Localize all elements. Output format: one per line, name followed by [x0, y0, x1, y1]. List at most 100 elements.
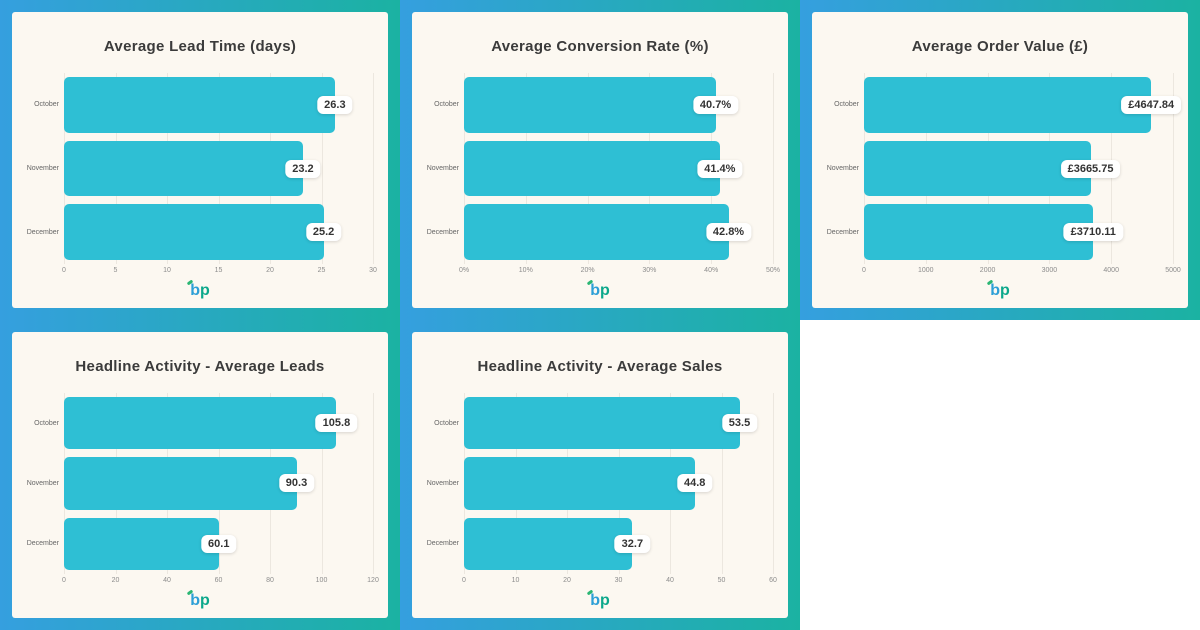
axis-tick-label: 2000: [979, 267, 996, 274]
value-label: 60.1: [201, 534, 237, 553]
bar-row: 32.7: [464, 514, 773, 574]
bar-row: 40.7%: [464, 73, 773, 137]
bar: [64, 457, 297, 510]
bar-row: 26.3: [64, 73, 373, 137]
logo-letter-b: b: [590, 282, 600, 299]
axis-tick-label: 25: [317, 267, 326, 274]
bar-row: 105.8: [64, 393, 373, 453]
value-axis: 0 20 40 60 80 100 120: [62, 577, 379, 590]
value-label: 53.5: [721, 414, 758, 433]
gridline: [321, 393, 323, 574]
axis-tick-label: 10: [511, 577, 520, 584]
chart-tile-lead-time: Average Lead Time (days) October November D…: [0, 0, 400, 320]
axis-tick-label: 40%: [704, 267, 719, 274]
brand-logo-mark: bp: [186, 279, 210, 299]
value-axis: 0 10 20 30 40 50 60: [462, 577, 777, 590]
brand-logo-mark: bp: [586, 589, 610, 609]
brand-logo-mark: bp: [586, 279, 610, 299]
chart-card: Average Conversion Rate (%) October Novemb…: [412, 12, 788, 308]
axis-tick-label: 50: [717, 577, 726, 584]
brand-logo: bp: [12, 589, 388, 609]
category-axis: October November December: [420, 393, 464, 574]
brand-logo: bp: [12, 279, 388, 299]
gridline: [721, 393, 723, 574]
category-axis: October November December: [20, 393, 64, 574]
axis-tick-label: 50%: [765, 267, 781, 274]
category-label: October: [34, 101, 59, 109]
brand-logo-mark: bp: [986, 279, 1010, 299]
axis-tick-label: 120: [367, 577, 379, 584]
value-label: 105.8: [315, 414, 358, 433]
chart-card: Headline Activity - Average Leads October…: [12, 332, 388, 618]
axis-tick-label: 10: [163, 267, 171, 274]
axis-tick-label: 3000: [1041, 267, 1058, 274]
value-label: 25.2: [305, 223, 342, 242]
gridline: [373, 73, 374, 264]
value-label: 42.8%: [705, 223, 752, 242]
axis-tick-label: 4000: [1103, 267, 1119, 274]
brand-logo: bp: [812, 279, 1188, 299]
axis-tick-label: 0: [862, 267, 866, 274]
bar: [64, 517, 219, 570]
category-label: November: [426, 165, 459, 172]
category-axis: October November December: [20, 73, 64, 264]
axis-tick-label: 40: [666, 577, 674, 584]
bar: [864, 140, 1091, 197]
axis-tick-label: 5000: [1165, 267, 1181, 274]
axis-tick-label: 60: [214, 577, 223, 584]
axis-tick-label: 30: [614, 577, 623, 584]
value-axis: 0 5 10 15 20 25 30: [62, 267, 377, 280]
bar: [864, 204, 1094, 261]
logo-letter-b: b: [190, 282, 200, 299]
category-label: November: [26, 165, 59, 172]
category-label: October: [434, 101, 459, 109]
value-label: £3665.75: [1060, 159, 1121, 178]
bar-row: £4647.84: [864, 73, 1182, 137]
bar-row: £3665.75: [864, 137, 1173, 201]
axis-tick-label: 15: [214, 267, 223, 274]
bar-row: 60.1: [64, 514, 373, 574]
logo-letter-p: p: [1000, 282, 1010, 299]
plot-area: October November December 53.5 44.8 32.7: [420, 393, 774, 574]
bar: [64, 77, 335, 133]
logo-letter-p: p: [600, 592, 610, 609]
category-label: December: [26, 228, 59, 236]
gridline: [773, 73, 774, 264]
axis-tick-label: 5: [113, 267, 118, 274]
logo-letter-b: b: [990, 282, 1000, 299]
bar: [64, 140, 303, 197]
gridline: [373, 393, 374, 574]
bar: [464, 397, 740, 450]
bar: [464, 457, 695, 510]
bar: [464, 140, 720, 197]
chart-card: Headline Activity - Average Sales October…: [412, 332, 788, 618]
axis-tick-label: 60: [769, 577, 777, 584]
value-label: 44.8: [677, 474, 713, 493]
bar: [464, 204, 729, 261]
axis-tick-label: 0: [62, 267, 66, 274]
bar-row: 53.5: [464, 393, 773, 453]
value-label: 40.7%: [692, 95, 739, 114]
bars-region: 40.7% 41.4% 42.8%: [464, 73, 774, 264]
bars-region: 53.5 44.8 32.7: [464, 393, 774, 574]
chart-title: Average Lead Time (days): [103, 38, 297, 55]
empty-cell: [800, 320, 1200, 630]
chart-tile-conversion-rate: Average Conversion Rate (%) October Novemb…: [400, 0, 800, 320]
chart-card: Average Order Value (£) October November De…: [812, 12, 1188, 308]
chart-tile-average-leads: Headline Activity - Average Leads October…: [0, 320, 400, 630]
category-label: December: [826, 228, 859, 236]
value-label: 41.4%: [697, 159, 743, 178]
logo-letter-p: p: [200, 282, 210, 299]
chart-title: Headline Activity - Average Sales: [477, 358, 723, 375]
category-label: October: [434, 419, 459, 427]
value-label: £4647.84: [1121, 95, 1182, 114]
chart-title: Headline Activity - Average Leads: [75, 358, 325, 375]
bar-row: 25.2: [64, 200, 373, 264]
bar-row: 23.2: [64, 137, 373, 201]
axis-tick-label: 0: [462, 577, 466, 584]
chart-tile-average-sales: Headline Activity - Average Sales October…: [400, 320, 800, 630]
axis-tick-label: 1000: [918, 267, 934, 274]
brand-logo-mark: bp: [186, 589, 210, 609]
category-axis: October November December: [420, 73, 464, 264]
